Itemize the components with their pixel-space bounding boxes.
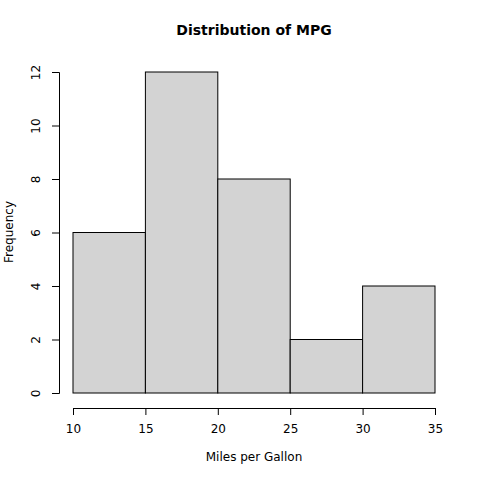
y-tick: 4 xyxy=(29,283,59,291)
y-tick: 12 xyxy=(29,65,59,80)
x-tick-mark xyxy=(435,408,436,415)
x-axis-line xyxy=(74,409,436,416)
y-tick: 6 xyxy=(29,229,59,237)
x-tick: 25 xyxy=(283,408,298,436)
x-tick-label: 35 xyxy=(428,422,443,436)
title: Distribution of MPG xyxy=(176,22,331,38)
y-axis-line xyxy=(52,73,60,394)
y-tick-label: 8 xyxy=(29,176,43,184)
bar xyxy=(363,286,435,393)
y-tick-label: 2 xyxy=(29,336,43,344)
bar xyxy=(73,233,145,394)
y-tick-mark xyxy=(52,286,59,287)
y-axis: 0 2 4 6 8 10 12 xyxy=(29,65,60,397)
x-tick: 15 xyxy=(138,408,153,436)
y-tick-label: 6 xyxy=(29,229,43,237)
x-axis-title: Miles per Gallon xyxy=(206,450,303,464)
y-tick-mark xyxy=(52,340,59,341)
x-tick-label: 10 xyxy=(66,422,81,436)
y-tick-mark xyxy=(52,72,59,73)
x-tick: 10 xyxy=(66,408,81,436)
y-tick-label: 12 xyxy=(29,65,43,80)
x-tick-mark xyxy=(73,408,74,415)
x-tick: 30 xyxy=(355,408,370,436)
x-tick-label: 20 xyxy=(211,422,226,436)
y-tick-mark xyxy=(52,126,59,127)
x-tick-mark xyxy=(145,408,146,415)
y-tick: 8 xyxy=(29,176,59,184)
y-tick-mark xyxy=(52,393,59,394)
y-tick-mark xyxy=(52,233,59,234)
y-tick-mark xyxy=(52,179,59,180)
x-tick-label: 15 xyxy=(138,422,153,436)
y-tick: 10 xyxy=(29,118,59,133)
x-tick-mark xyxy=(290,408,291,415)
bar xyxy=(218,179,290,393)
bar xyxy=(290,340,362,394)
y-tick-label: 0 xyxy=(29,390,43,398)
y-tick-label: 4 xyxy=(29,283,43,291)
bar xyxy=(145,72,217,393)
x-tick: 20 xyxy=(211,408,226,436)
x-tick: 35 xyxy=(428,408,443,436)
y-tick: 2 xyxy=(29,336,59,344)
x-axis: 10 15 20 25 30 35 xyxy=(66,408,443,436)
y-tick-label: 10 xyxy=(29,118,43,133)
y-axis-title: Frequency xyxy=(2,201,16,263)
y-tick: 0 xyxy=(29,390,59,398)
chart: 10 15 20 25 30 35 0 2 4 6 8 10 12 Distribution of MPG… xyxy=(0,0,480,480)
plot-area xyxy=(73,72,435,393)
x-tick-label: 30 xyxy=(355,422,370,436)
x-tick-label: 25 xyxy=(283,422,298,436)
x-tick-mark xyxy=(218,408,219,415)
x-tick-mark xyxy=(363,408,364,415)
